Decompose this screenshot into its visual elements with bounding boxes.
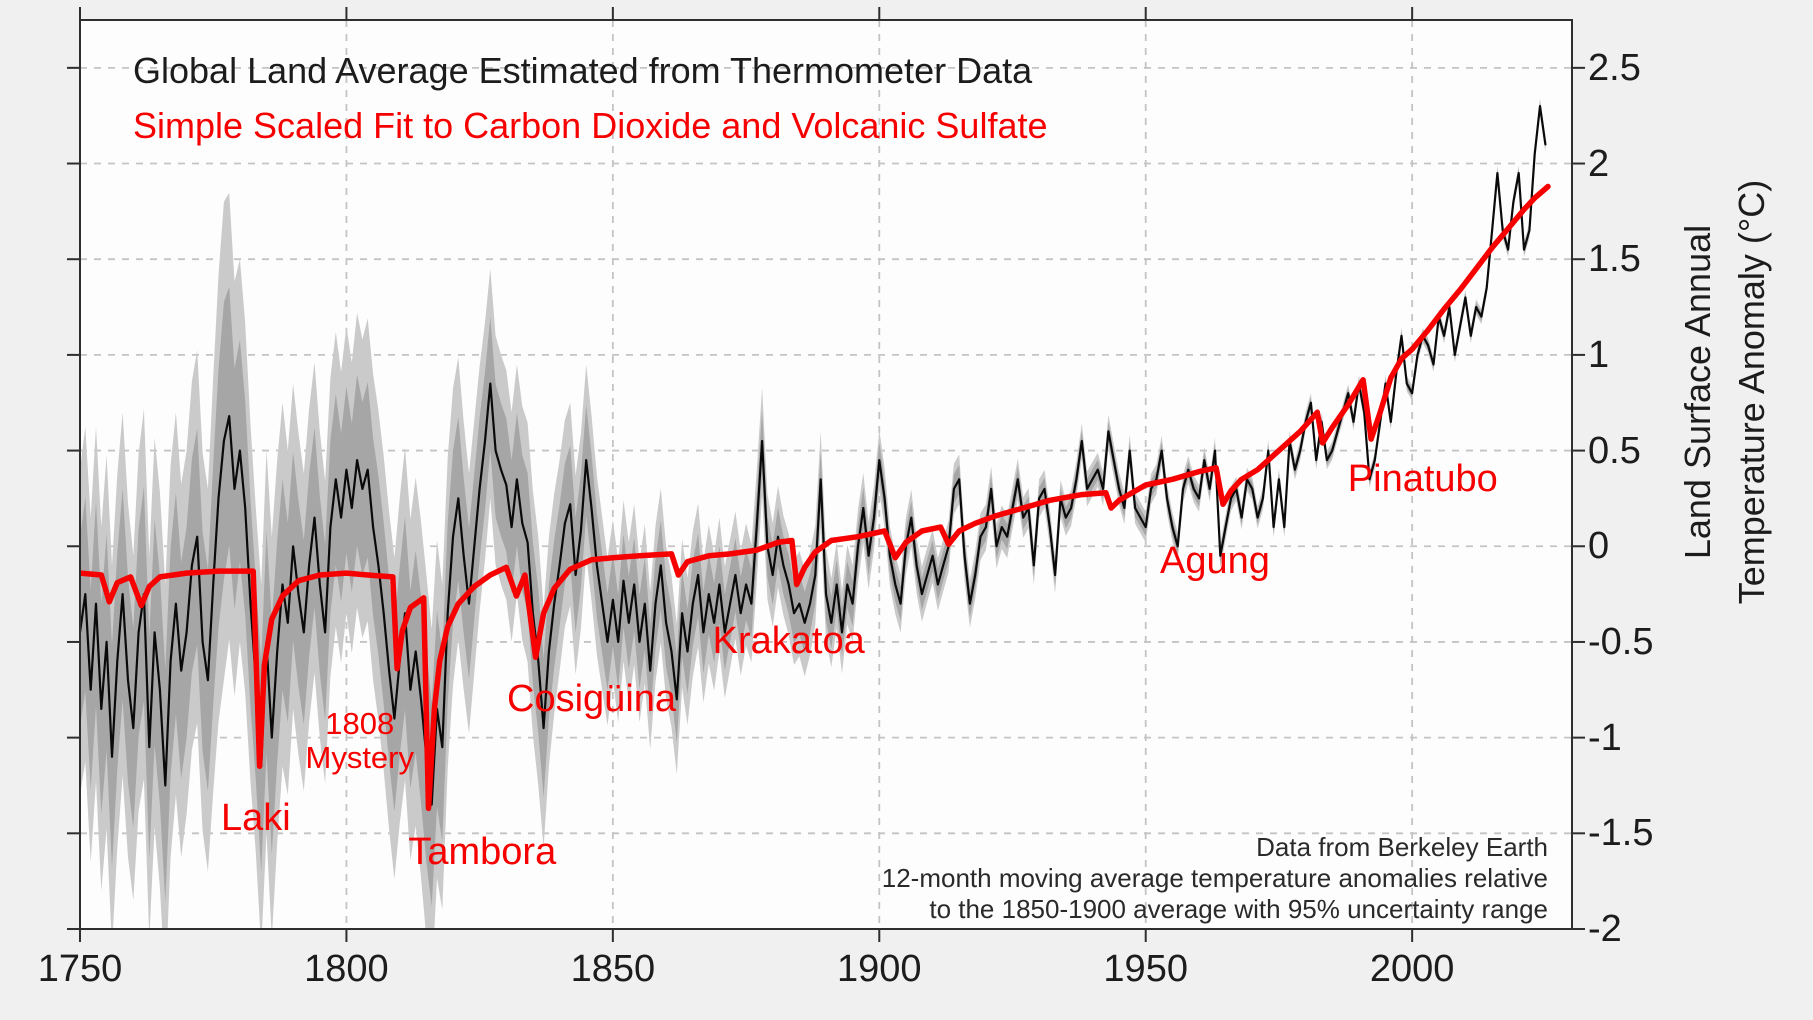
thermometer-data-line xyxy=(80,104,1547,806)
co2-volcanic-fit-line xyxy=(80,183,1551,812)
data-layer xyxy=(80,98,1551,929)
uncertainty-band-inner xyxy=(80,101,1546,907)
axis-ticks xyxy=(67,7,1585,942)
plot-border xyxy=(79,19,1573,930)
